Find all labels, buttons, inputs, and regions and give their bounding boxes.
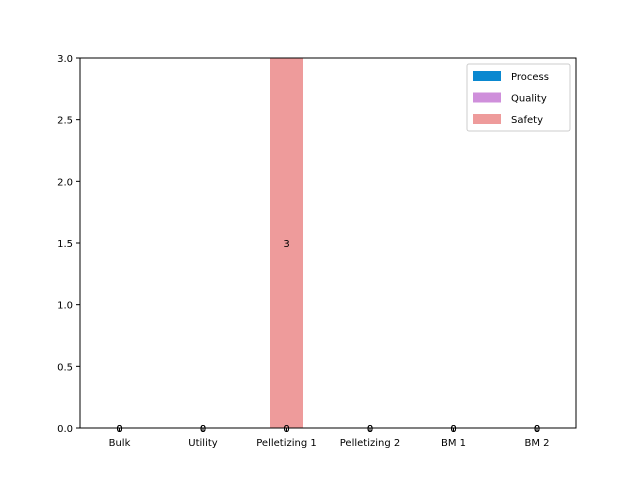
y-tick-label: 1.0: [57, 301, 73, 312]
y-tick-label: 2.0: [57, 177, 73, 188]
y-axis: 0.0 0.5 1.0 1.5 2.0 2.5 3.0: [57, 54, 80, 435]
x-axis: Bulk Utility Pelletizing 1 Pelletizing 2 BM …: [109, 428, 550, 449]
legend: Process Quality Safety: [466, 63, 571, 132]
legend-label-process: Process: [511, 72, 549, 83]
bars-group: [270, 58, 303, 428]
x-tick-label: Bulk: [109, 438, 131, 449]
legend-label-quality: Quality: [511, 94, 547, 105]
x-tick-label: Pelletizing 1: [256, 438, 317, 449]
y-tick-label: 1.5: [57, 239, 73, 250]
x-tick-label: BM 1: [441, 438, 466, 449]
y-tick-label: 3.0: [57, 54, 73, 65]
legend-swatch-process: [473, 71, 501, 81]
y-tick-label: 0.5: [57, 362, 73, 373]
x-tick-label: Utility: [188, 438, 217, 449]
legend-swatch-quality: [473, 92, 501, 103]
legend-swatch-safety: [473, 114, 501, 124]
x-tick-label: BM 2: [524, 438, 549, 449]
data-label-safety-2: 3: [283, 239, 289, 250]
y-tick-label: 0.0: [57, 424, 73, 435]
legend-label-safety: Safety: [511, 115, 543, 126]
bar-safety-2: [270, 58, 303, 428]
y-tick-label: 2.5: [57, 116, 73, 127]
x-tick-label: Pelletizing 2: [340, 438, 401, 449]
